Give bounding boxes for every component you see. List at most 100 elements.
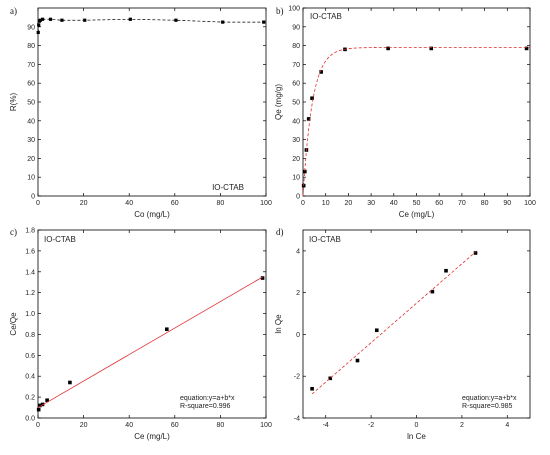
y-tick-label: 40: [292, 118, 300, 125]
data-point: [355, 358, 360, 363]
y-tick-label: 0.8: [25, 332, 35, 339]
y-tick-label: 80: [292, 43, 300, 50]
data-point: [45, 398, 49, 403]
y-axis-title: ln Qe: [274, 314, 283, 334]
x-tick-label: -4: [323, 422, 329, 429]
inset-label: IO-CTAB: [212, 183, 244, 192]
y-tick-label: 10: [292, 175, 300, 182]
data-point: [328, 376, 333, 381]
y-tick-label: 90: [27, 24, 35, 31]
y-tick-label: 1.0: [25, 311, 35, 318]
y-tick-label: 60: [27, 81, 35, 88]
y-tick-label: 30: [292, 137, 300, 144]
x-tick-label: 40: [125, 422, 133, 429]
x-axis-title: Ce (mg/L): [399, 210, 435, 219]
plot-frame: [302, 7, 531, 197]
x-axis-title: Co (mg/L): [134, 210, 170, 219]
x-tick-label: 10: [322, 200, 330, 207]
data-point: [36, 407, 41, 412]
y-tick-label: 50: [292, 100, 300, 107]
data-point: [310, 96, 314, 101]
y-tick-label: 4: [296, 248, 300, 255]
data-point: [444, 268, 448, 273]
x-tick-label: 30: [367, 200, 375, 207]
fit-line: [311, 251, 476, 395]
data-point: [174, 18, 178, 22]
data-point: [60, 18, 64, 22]
y-tick-label: 1.8: [25, 228, 35, 235]
data-point: [473, 251, 478, 255]
r-square-label: R-square=0.985: [462, 403, 513, 410]
plot-frame: [302, 229, 531, 419]
y-tick-label: 70: [292, 62, 300, 69]
data-point: [165, 327, 169, 332]
panel-letter: b): [276, 6, 284, 16]
x-tick-label: 100: [260, 422, 272, 429]
y-tick-label: 0.6: [25, 353, 35, 360]
panel-letter: a): [10, 6, 17, 16]
data-point: [40, 17, 45, 21]
data-point: [38, 18, 42, 22]
data-point: [83, 18, 87, 22]
fit-line: [37, 276, 263, 408]
data-point: [38, 403, 42, 408]
equation-label: equation:y=a+b*x: [462, 395, 517, 402]
x-tick-label: 4: [505, 422, 509, 429]
y-tick-label: 0: [296, 332, 300, 339]
x-axis-title: Ce (mg/L): [134, 432, 170, 441]
x-tick-label: 60: [171, 422, 179, 429]
data-point: [37, 23, 41, 27]
data-point: [260, 276, 265, 280]
y-tick-label: 90: [292, 24, 300, 31]
y-tick-label: 0: [296, 194, 300, 201]
x-tick-label: 0: [36, 422, 40, 429]
r-square-label: R-square=0.996: [180, 403, 231, 410]
x-tick-label: 80: [217, 422, 225, 429]
x-tick-label: 80: [481, 200, 489, 207]
y-tick-label: 1.6: [25, 248, 35, 255]
y-tick-label: 10: [27, 175, 35, 182]
y-tick-label: 1.2: [25, 290, 35, 297]
data-point: [36, 30, 40, 35]
y-tick-label: 60: [292, 81, 300, 88]
fit-curve: [302, 47, 530, 197]
panel-letter: c): [10, 227, 17, 237]
x-tick-label: -2: [368, 422, 374, 429]
y-tick-label: 20: [292, 156, 300, 163]
x-tick-label: 70: [458, 200, 466, 207]
y-tick-label: 70: [27, 62, 35, 69]
data-point: [524, 46, 529, 51]
y-axis-title: Ce/Qe: [9, 312, 18, 336]
data-point: [303, 169, 307, 174]
x-tick-label: 40: [390, 200, 398, 207]
y-tick-label: -2: [294, 374, 300, 381]
y-axis-title: R(%): [9, 93, 18, 112]
x-tick-label: 0: [36, 200, 40, 207]
data-point: [386, 46, 390, 51]
data-point: [430, 289, 435, 294]
plot-frame: [37, 7, 267, 197]
panel-letter: d): [276, 227, 284, 237]
data-point: [319, 70, 323, 74]
data-point: [306, 117, 311, 121]
y-tick-label: 80: [27, 43, 35, 50]
plot-frame: [37, 229, 267, 419]
data-point: [262, 20, 266, 24]
x-tick-label: 60: [435, 200, 443, 207]
x-tick-label: 100: [524, 200, 536, 207]
x-tick-label: 40: [125, 200, 133, 207]
data-point: [128, 17, 132, 21]
x-tick-label: 0: [415, 422, 419, 429]
y-tick-label: 0.2: [25, 395, 35, 402]
series-line: [37, 18, 264, 33]
data-point: [68, 380, 72, 385]
x-tick-label: 100: [260, 200, 272, 207]
x-tick-label: 90: [503, 200, 511, 207]
y-tick-label: 40: [27, 118, 35, 125]
x-tick-label: 60: [171, 200, 179, 207]
y-tick-label: 1.4: [25, 269, 35, 276]
x-axis-title: ln Ce: [407, 432, 426, 441]
inset-label: IO-CTAB: [44, 235, 76, 244]
data-point: [310, 386, 314, 391]
